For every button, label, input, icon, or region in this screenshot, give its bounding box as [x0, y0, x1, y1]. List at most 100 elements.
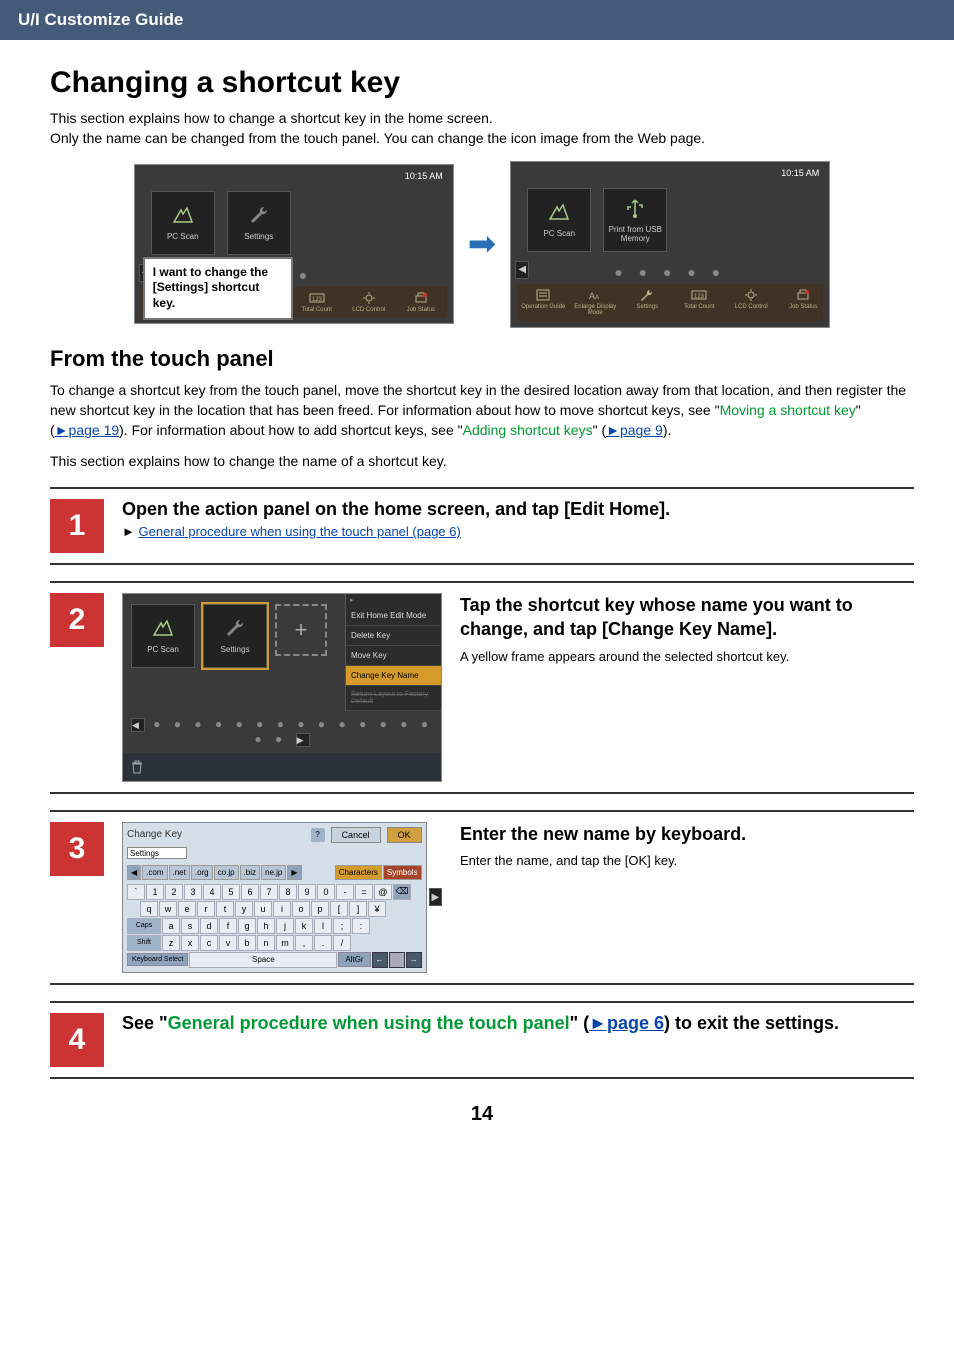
- key[interactable]: j: [276, 918, 294, 934]
- tld-btn[interactable]: .net: [169, 865, 190, 880]
- link-page6[interactable]: ►page 6: [589, 1013, 664, 1033]
- nav-right-icon[interactable]: ▶: [429, 888, 442, 906]
- key[interactable]: ,: [295, 935, 313, 951]
- key[interactable]: ]: [349, 901, 367, 917]
- key[interactable]: [: [330, 901, 348, 917]
- key[interactable]: 1: [146, 884, 164, 900]
- key[interactable]: 5: [222, 884, 240, 900]
- key[interactable]: a: [162, 918, 180, 934]
- key[interactable]: ;: [333, 918, 351, 934]
- link-page19[interactable]: ►page 19: [55, 422, 119, 438]
- tld-btn[interactable]: .org: [191, 865, 213, 880]
- key[interactable]: y: [235, 901, 253, 917]
- arrow-left-key[interactable]: ←: [372, 952, 388, 968]
- shortcut-pcscan[interactable]: PC Scan: [131, 604, 195, 668]
- key[interactable]: =: [355, 884, 373, 900]
- key[interactable]: 2: [165, 884, 183, 900]
- characters-tab[interactable]: Characters: [335, 865, 382, 880]
- key[interactable]: 0: [317, 884, 335, 900]
- key[interactable]: t: [216, 901, 234, 917]
- key[interactable]: m: [276, 935, 294, 951]
- key[interactable]: b: [238, 935, 256, 951]
- key[interactable]: i: [273, 901, 291, 917]
- footer-total[interactable]: 123Total Count: [291, 291, 343, 314]
- ok-button[interactable]: OK: [387, 827, 422, 843]
- link-adding-keys[interactable]: Adding shortcut keys: [463, 422, 593, 438]
- tld-nav-right-icon[interactable]: ▶: [287, 865, 301, 880]
- key[interactable]: :: [352, 918, 370, 934]
- footer-opguide[interactable]: Operation Guide: [517, 288, 569, 317]
- name-input[interactable]: Settings: [127, 847, 187, 859]
- key[interactable]: u: [254, 901, 272, 917]
- nav-right-icon[interactable]: ▶: [296, 733, 310, 747]
- footer-lcd[interactable]: LCD Control: [725, 288, 777, 317]
- key[interactable]: z: [162, 935, 180, 951]
- key[interactable]: f: [219, 918, 237, 934]
- shortcut-pcscan[interactable]: PC Scan: [527, 188, 591, 252]
- shortcut-settings-selected[interactable]: Settings: [203, 604, 267, 668]
- nav-left-icon[interactable]: ◀: [131, 718, 145, 732]
- link-general-procedure[interactable]: General procedure when using the touch p…: [139, 524, 461, 539]
- key[interactable]: .: [314, 935, 332, 951]
- shortcut-printusb[interactable]: Print from USB Memory: [603, 188, 667, 252]
- key[interactable]: w: [159, 901, 177, 917]
- key[interactable]: 9: [298, 884, 316, 900]
- shortcut-pcscan[interactable]: PC Scan: [151, 191, 215, 255]
- key[interactable]: 3: [184, 884, 202, 900]
- cancel-button[interactable]: Cancel: [331, 827, 381, 843]
- key[interactable]: 4: [203, 884, 221, 900]
- shift-key[interactable]: Shift: [127, 935, 161, 951]
- tld-btn[interactable]: .biz: [240, 865, 260, 880]
- trash-icon[interactable]: [129, 759, 145, 775]
- key[interactable]: ¥: [368, 901, 386, 917]
- menu-move[interactable]: Move Key: [346, 646, 441, 666]
- key[interactable]: g: [238, 918, 256, 934]
- link-general-procedure[interactable]: General procedure when using the touch p…: [168, 1013, 570, 1033]
- key[interactable]: o: [292, 901, 310, 917]
- key[interactable]: `: [127, 884, 145, 900]
- key[interactable]: h: [257, 918, 275, 934]
- footer-settings[interactable]: Settings: [621, 288, 673, 317]
- space-key[interactable]: Space: [189, 952, 337, 968]
- arrow-mid-key[interactable]: [389, 952, 405, 968]
- key[interactable]: s: [181, 918, 199, 934]
- key[interactable]: -: [336, 884, 354, 900]
- help-icon[interactable]: ?: [311, 828, 325, 842]
- key[interactable]: 6: [241, 884, 259, 900]
- key[interactable]: 8: [279, 884, 297, 900]
- tld-btn[interactable]: co.jp: [214, 865, 239, 880]
- menu-change-name[interactable]: Change Key Name: [346, 666, 441, 686]
- key[interactable]: k: [295, 918, 313, 934]
- menu-exit[interactable]: Exit Home Edit Mode: [346, 606, 441, 626]
- tld-btn[interactable]: .com: [142, 865, 167, 880]
- key[interactable]: @: [374, 884, 392, 900]
- link-page9[interactable]: ►page 9: [606, 422, 663, 438]
- key[interactable]: e: [178, 901, 196, 917]
- altgr-key[interactable]: AltGr: [338, 952, 370, 967]
- menu-delete[interactable]: Delete Key: [346, 626, 441, 646]
- tld-nav-left-icon[interactable]: ◀: [127, 865, 141, 880]
- key[interactable]: n: [257, 935, 275, 951]
- key[interactable]: d: [200, 918, 218, 934]
- symbols-tab[interactable]: Symbols: [383, 865, 422, 880]
- footer-lcd[interactable]: LCD Control: [343, 291, 395, 314]
- footer-job[interactable]: Job Status: [395, 291, 447, 314]
- key[interactable]: q: [140, 901, 158, 917]
- key[interactable]: ⌫: [393, 884, 411, 900]
- key[interactable]: r: [197, 901, 215, 917]
- footer-job[interactable]: Job Status: [777, 288, 829, 317]
- empty-slot[interactable]: +: [275, 604, 327, 656]
- key[interactable]: c: [200, 935, 218, 951]
- keyboard-select-button[interactable]: Keyboard Select: [127, 953, 188, 966]
- key[interactable]: x: [181, 935, 199, 951]
- key[interactable]: p: [311, 901, 329, 917]
- key[interactable]: /: [333, 935, 351, 951]
- key[interactable]: v: [219, 935, 237, 951]
- footer-total[interactable]: 123Total Count: [673, 288, 725, 317]
- link-moving-key[interactable]: Moving a shortcut key: [720, 402, 856, 418]
- key[interactable]: 7: [260, 884, 278, 900]
- key[interactable]: l: [314, 918, 332, 934]
- footer-enlarge[interactable]: AAEnlarge Display Mode: [569, 288, 621, 317]
- caps-key[interactable]: Caps: [127, 918, 161, 934]
- shortcut-settings[interactable]: Settings: [227, 191, 291, 255]
